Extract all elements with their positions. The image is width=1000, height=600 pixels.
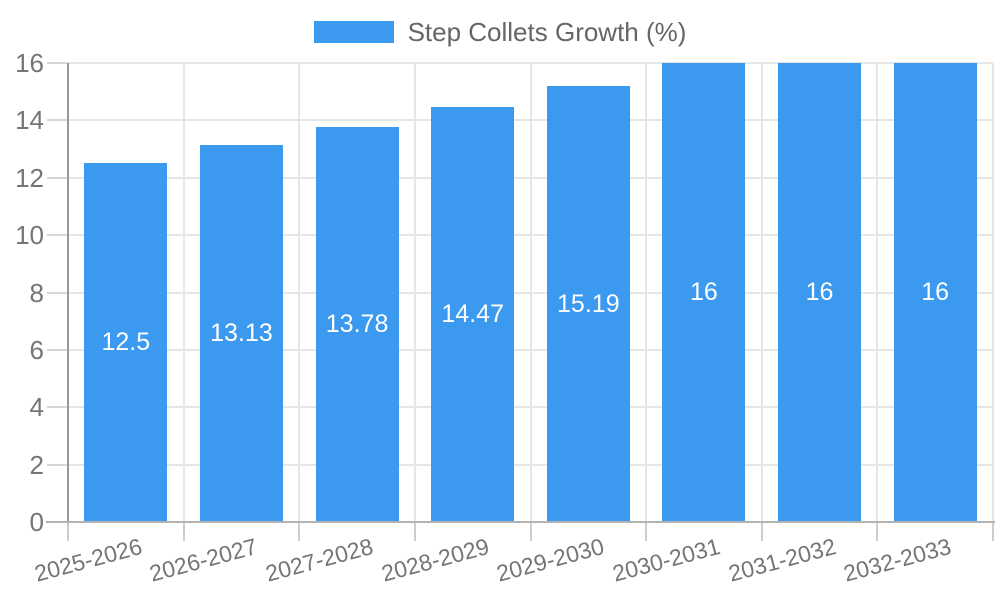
y-tick-label: 0 [29,507,44,537]
y-axis-tick [47,291,67,294]
y-tick-label: 14 [15,105,44,136]
bar: 15.19 [546,86,630,522]
y-axis-tick [47,348,67,351]
x-tick-label: 2032-2033 [840,533,954,587]
y-axis-tick [47,62,67,64]
x-tick-label: 2027-2028 [262,533,376,587]
bar: 16 [778,63,862,522]
bar-value-label: 15.19 [557,289,620,318]
y-tick-label: 8 [29,277,44,308]
legend-swatch-icon [313,21,394,43]
y-tick-label: 4 [29,392,44,423]
gridline-v [760,63,763,522]
y-axis-line [67,63,69,522]
x-axis-tick [876,522,879,541]
bar: 13.78 [315,126,399,522]
x-tick-label: 2031-2032 [725,533,839,587]
y-axis-tick [47,463,67,466]
y-axis-tick [47,119,67,122]
y-axis-tick [47,406,67,409]
gridline-v [413,63,416,522]
x-axis-tick [413,522,416,541]
plot-area: 12.5 13.13 13.78 14.47 15.19 16 16 16 [46,62,995,541]
bar-value-label: 14.47 [441,299,504,328]
x-tick-label: 2029-2030 [494,533,608,587]
bar-value-label: 13.78 [325,309,389,338]
gridline-v [876,63,879,522]
x-axis-tick [992,522,994,541]
y-tick-label: 16 [15,48,44,78]
legend-item[interactable]: Step Collets Growth (%) [0,16,1000,48]
bar-value-label: 16 [690,278,718,306]
legend-label: Step Collets Growth (%) [407,17,687,47]
y-tick-label: 6 [29,334,44,365]
gridline-v [298,63,301,522]
x-axis-tick [298,522,301,541]
x-axis-line [46,521,995,523]
x-tick-label: 2028-2029 [378,533,492,587]
gridline-v [182,63,185,522]
y-tick-label: 12 [15,162,44,193]
bar: 12.5 [84,163,168,522]
x-axis-tick [760,522,763,541]
x-tick-label: 2030-2031 [609,533,723,587]
y-axis-tick [47,176,67,179]
y-axis-tick [47,234,67,237]
gridline-v [529,63,532,522]
bar: 14.47 [431,106,515,522]
x-axis-tick [529,522,532,541]
bar-value-label: 16 [805,278,834,306]
x-tick-label: 2026-2027 [147,533,261,587]
bar: 16 [662,63,746,522]
bar-value-label: 16 [921,278,950,306]
bar: 16 [893,63,977,522]
x-axis-tick [645,522,648,541]
gridline-v [645,63,648,522]
bar: 13.13 [199,145,283,522]
bar-value-label: 12.5 [101,328,151,357]
x-axis-tick [67,522,69,541]
x-tick-label: 2025-2026 [31,533,145,587]
y-tick-label: 10 [15,220,44,251]
x-axis-tick [182,522,185,541]
y-tick-label: 2 [29,449,44,480]
gridline-v [992,63,994,522]
bar-value-label: 13.13 [210,319,273,348]
